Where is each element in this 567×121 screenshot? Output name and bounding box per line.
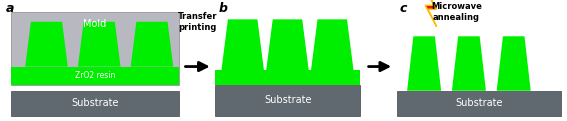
Polygon shape xyxy=(497,36,531,91)
Bar xyxy=(215,85,360,116)
Text: Microwave
annealing: Microwave annealing xyxy=(431,2,482,22)
Polygon shape xyxy=(130,22,174,67)
Text: ZrO2 resin: ZrO2 resin xyxy=(75,71,115,80)
Bar xyxy=(11,67,179,85)
Bar xyxy=(11,12,179,85)
Polygon shape xyxy=(26,22,68,67)
Text: c: c xyxy=(400,2,407,15)
Text: Substrate: Substrate xyxy=(264,95,311,105)
Text: Mold: Mold xyxy=(83,19,107,29)
Polygon shape xyxy=(425,0,437,27)
Text: a: a xyxy=(6,2,14,15)
Bar xyxy=(215,70,360,85)
Polygon shape xyxy=(266,19,308,70)
Bar xyxy=(397,91,561,116)
Text: Substrate: Substrate xyxy=(455,98,503,108)
Polygon shape xyxy=(452,36,486,91)
Polygon shape xyxy=(78,22,120,67)
Polygon shape xyxy=(221,19,264,70)
Text: Transfer
printing: Transfer printing xyxy=(178,12,217,31)
Bar xyxy=(11,91,179,116)
Polygon shape xyxy=(311,19,354,70)
Polygon shape xyxy=(407,36,441,91)
Text: b: b xyxy=(218,2,227,15)
Text: Substrate: Substrate xyxy=(71,98,119,108)
